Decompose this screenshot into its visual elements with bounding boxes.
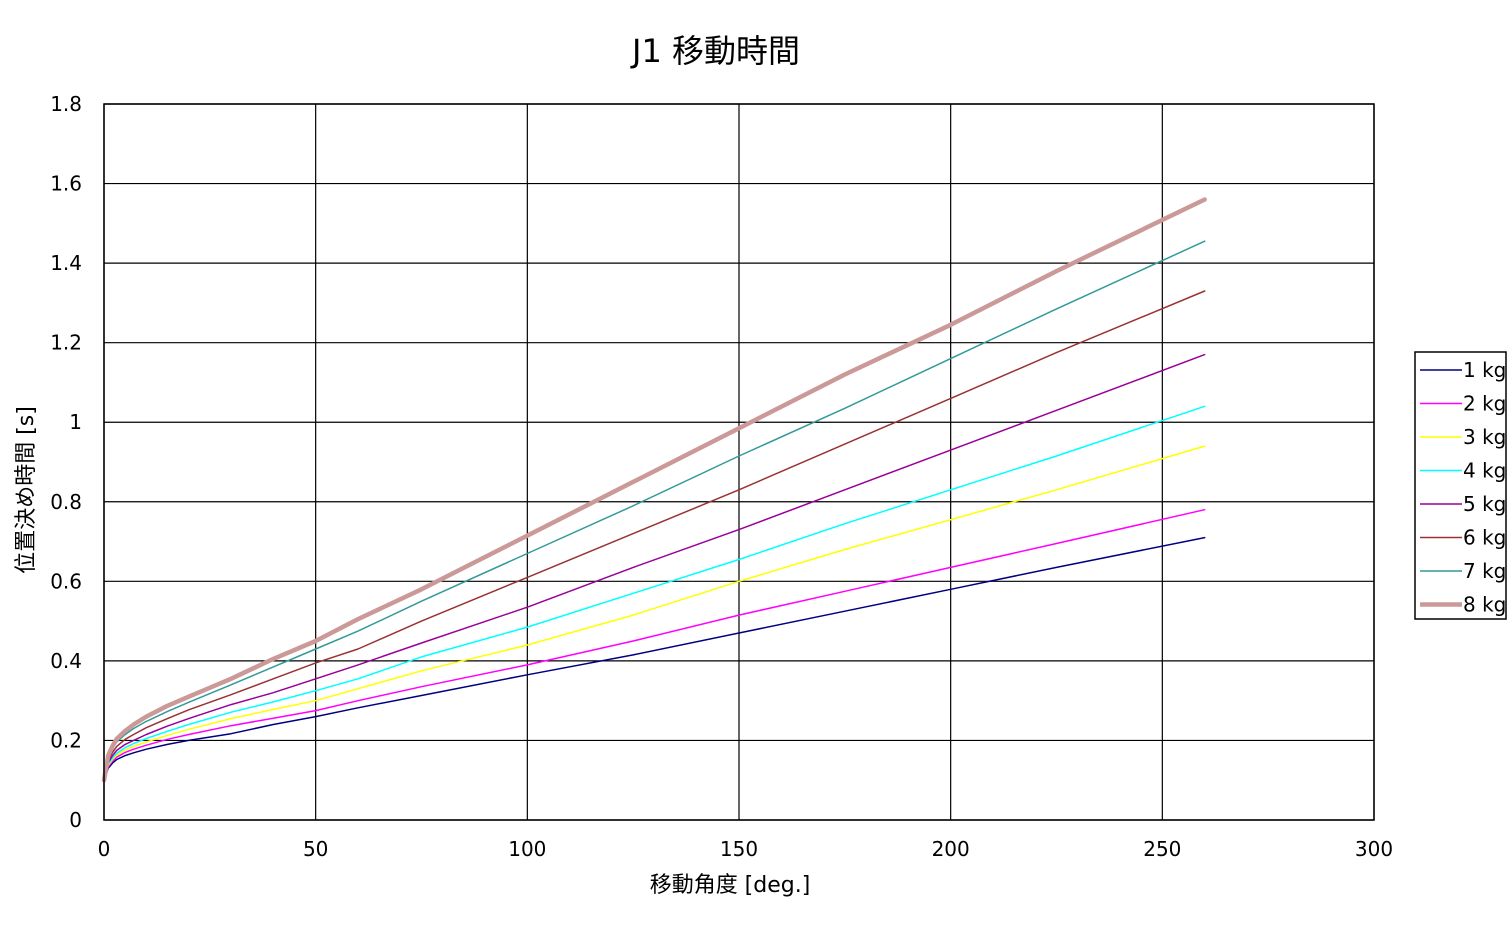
legend-frame [1414,351,1507,620]
x-tick-label: 100 [508,837,546,861]
y-tick-label: 1.2 [50,331,82,355]
legend-item: 3 kg [1420,425,1506,449]
x-tick-label: 250 [1143,837,1181,861]
y-tick-label: 0.8 [50,490,82,514]
plot-area-frame [103,103,1375,821]
series-line-6 [103,290,1206,781]
legend-item: 7 kg [1420,559,1506,583]
x-tick-label: 200 [932,837,970,861]
series-line-4 [103,405,1206,781]
y-tick-label: 1 [69,410,82,434]
legend-label: 8 kg [1463,593,1506,617]
legend-item: 1 kg [1420,358,1506,382]
legend-item: 8 kg [1420,593,1506,617]
legend-item: 5 kg [1420,492,1506,516]
y-tick-label: 1.4 [50,251,82,275]
x-tick-labels: 0 50 100 150 200 250 300 [98,837,1393,861]
y-tick-label: 1.6 [50,172,82,196]
series-line-3 [103,445,1206,781]
series-line-7 [103,240,1206,781]
legend-label: 3 kg [1463,425,1506,449]
x-tick-label: 150 [720,837,758,861]
series-line-1 [103,536,1206,781]
y-axis-label: 位置決め時間 [s] [14,406,39,574]
x-tick-label: 300 [1355,837,1393,861]
series-lines [101,197,1207,783]
legend-label: 7 kg [1463,559,1506,583]
series-line-2 [103,508,1206,781]
legend-item: 6 kg [1420,526,1506,550]
x-tick-label: 50 [303,837,328,861]
legend-label: 1 kg [1463,358,1506,382]
y-tick-label: 0 [69,808,82,832]
y-tick-label: 0.6 [50,569,82,593]
legend: 1 kg 2 kg 3 kg 4 kg 5 kg 6 kg 7 kg 8 kg [1414,351,1507,620]
legend-label: 5 kg [1463,492,1506,516]
x-tick-label: 0 [98,837,111,861]
series-line-5 [103,353,1206,781]
legend-item: 2 kg [1420,392,1506,416]
y-tick-label: 1.8 [50,92,82,116]
legend-label: 2 kg [1463,392,1506,416]
y-tick-label: 0.2 [50,728,82,752]
legend-item: 4 kg [1420,459,1506,483]
legend-label: 6 kg [1463,526,1506,550]
chart-title: J1 移動時間 [630,32,800,70]
x-axis-label: 移動角度 [deg.] [650,873,811,898]
series-line-8 [101,197,1207,783]
y-tick-labels: 0 0.2 0.4 0.6 0.8 1 1.2 1.4 1.6 1.8 [50,92,82,832]
y-tick-label: 0.4 [50,649,82,673]
legend-label: 4 kg [1463,459,1506,483]
